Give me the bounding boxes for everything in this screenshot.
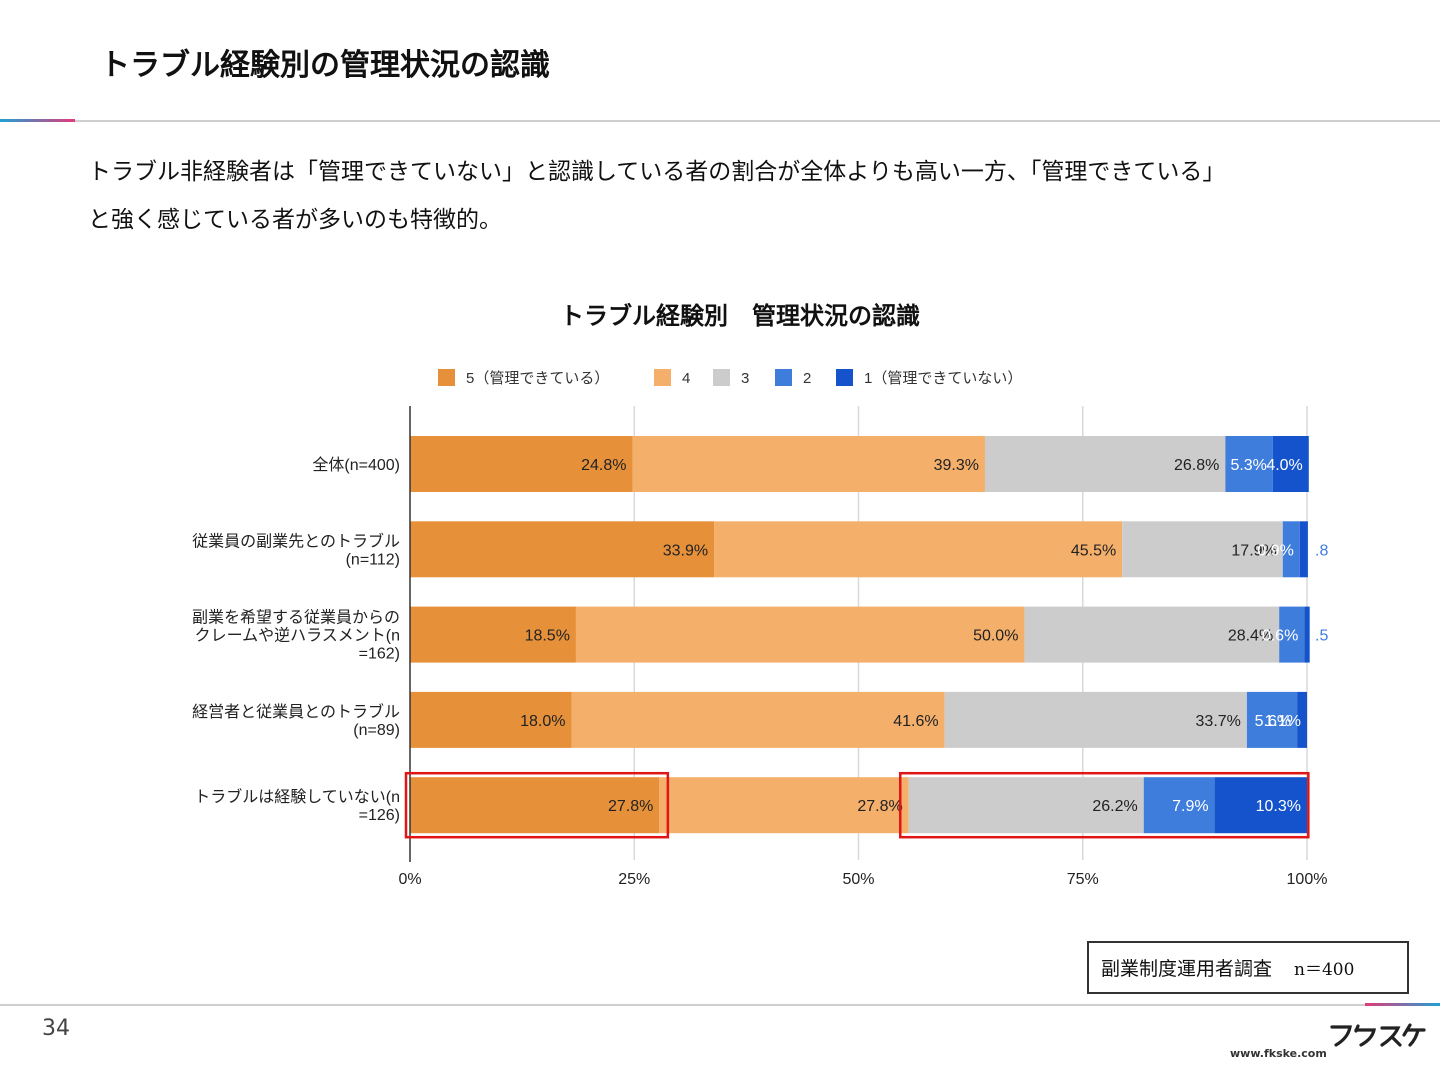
lead-text: トラブル非経験者は「管理できていない」と認識している者の割合が全体よりも高い一方… [88, 148, 1388, 244]
data-label: 26.8% [1174, 457, 1219, 474]
legend-swatch [713, 369, 730, 386]
category-label: トラブルは経験していない(n [194, 787, 400, 806]
category-label: (n=89) [353, 722, 400, 739]
bar-segment [575, 606, 1025, 663]
bar-segment [1282, 521, 1300, 578]
legend-label: 3 [741, 370, 749, 387]
chart-title: トラブル経験別 管理状況の認識 [560, 301, 920, 330]
source-label: 副業制度運用者調査 [1101, 958, 1273, 980]
bar-segment [410, 436, 633, 492]
legend-label: 5（管理できている） [466, 370, 609, 387]
data-label: .5 [1315, 628, 1328, 645]
bar-segment [659, 777, 909, 834]
page-number: 34 [42, 1016, 70, 1041]
bar-segment [410, 521, 715, 578]
highlight-box [898, 771, 1310, 839]
legend-swatch [438, 369, 455, 386]
data-label: 0.9% [1257, 542, 1293, 559]
data-label: 27.8% [608, 798, 653, 815]
site-url: www.fkske.com [1230, 1047, 1327, 1060]
bar-segment [1214, 777, 1307, 834]
legend-swatch [836, 369, 853, 386]
bar-segment [1143, 777, 1215, 834]
category-label: (n=112) [346, 551, 400, 568]
data-label: 50.0% [973, 628, 1018, 645]
fukuske-logo [1330, 1023, 1426, 1047]
bar-segment [908, 777, 1144, 834]
legend-swatch [654, 369, 671, 386]
bar-segment [1272, 436, 1309, 492]
data-label: 5.3% [1230, 457, 1266, 474]
data-label: 39.3% [934, 457, 979, 474]
bar-segment [1225, 436, 1273, 492]
bar-segment [1122, 521, 1283, 578]
data-label: 24.8% [581, 457, 626, 474]
category-label: =162) [359, 646, 400, 663]
data-label: 4.0% [1266, 457, 1302, 474]
x-tick-label: 0% [398, 871, 421, 888]
category-label: 従業員の副業先とのトラブル [192, 531, 400, 550]
category-label: 全体(n=400) [312, 456, 400, 474]
x-tick-label: 100% [1287, 871, 1328, 888]
data-label: .8 [1315, 542, 1328, 559]
data-label: 28.4% [1228, 628, 1273, 645]
bar-segment [410, 606, 576, 663]
data-label: 45.5% [1071, 542, 1116, 559]
header-divider [0, 120, 1440, 122]
category-label: =126) [359, 807, 400, 824]
source-box: 副業制度運用者調査 n＝400 [1087, 941, 1409, 994]
legend-label: 2 [803, 370, 811, 387]
bar-segment [1299, 521, 1308, 578]
source-sample-size: n＝400 [1294, 960, 1355, 980]
header-accent-bar [0, 119, 75, 122]
data-label: 33.9% [663, 542, 708, 559]
slide-title: トラブル経験別の管理状況の認識 [100, 48, 550, 83]
data-label: 1.1% [1265, 713, 1301, 730]
bar-segment [571, 691, 945, 748]
data-label: 0.6% [1262, 628, 1298, 645]
data-label: 7.9% [1172, 798, 1208, 815]
category-label: 副業を希望する従業員からの [192, 609, 400, 627]
bar-segment [1246, 691, 1298, 748]
x-tick-label: 25% [618, 871, 650, 888]
category-label: 経営者と従業員とのトラブル [192, 702, 400, 721]
lead-line-2: と強く感じている者が多いのも特徴的。 [88, 207, 502, 233]
bar-segment [410, 691, 572, 748]
data-label: 17.9% [1231, 542, 1276, 559]
data-label: 18.0% [520, 713, 565, 730]
bar-segment [944, 691, 1247, 748]
footer-divider [0, 1004, 1440, 1006]
x-tick-label: 75% [1067, 871, 1099, 888]
bar-segment [1024, 606, 1280, 663]
highlight-box [404, 771, 670, 839]
legend-label: 4 [682, 370, 690, 387]
data-label: 5.6% [1255, 713, 1291, 730]
bar-segment [1297, 691, 1307, 748]
lead-line-1: トラブル非経験者は「管理できていない」と認識している者の割合が全体よりも高い一方… [88, 159, 1226, 185]
data-label: 18.5% [525, 628, 570, 645]
data-label: 41.6% [893, 713, 938, 730]
bar-segment [632, 436, 985, 492]
data-label: 33.7% [1196, 713, 1241, 730]
legend-label: 1（管理できていない） [864, 370, 1022, 387]
footer-accent-bar [1365, 1003, 1440, 1006]
bar-segment [714, 521, 1123, 578]
data-label: 26.2% [1092, 798, 1137, 815]
bar-segment [1279, 606, 1305, 663]
bar-segment [410, 777, 660, 834]
bar-segment [984, 436, 1226, 492]
category-label: クレームや逆ハラスメント(n [195, 627, 400, 645]
legend-swatch [775, 369, 792, 386]
data-label: 10.3% [1256, 798, 1301, 815]
data-label: 27.8% [857, 798, 902, 815]
bar-segment [1304, 606, 1310, 663]
x-tick-label: 50% [842, 871, 874, 888]
